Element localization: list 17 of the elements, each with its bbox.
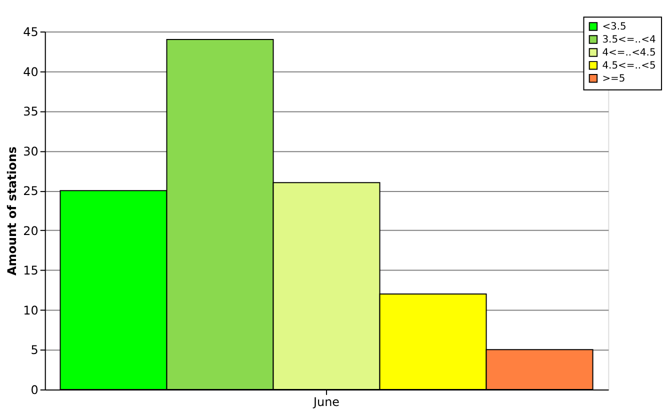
y-tick-label: 5 — [30, 343, 38, 358]
y-tick-label: 45 — [23, 25, 38, 40]
y-tick-label: 30 — [23, 144, 38, 158]
y-tick-label: 20 — [23, 224, 38, 238]
legend-label: 3.5<=..<4 — [602, 34, 656, 46]
legend-label: <3.5 — [602, 22, 626, 33]
y-tick-label: 25 — [23, 184, 38, 198]
y-tick-label: 15 — [23, 264, 38, 278]
legend-label: >=5 — [602, 73, 626, 84]
y-axis-title: Amount of stations — [5, 146, 20, 276]
x-tick-label: June — [312, 394, 340, 409]
y-tick-label: 0 — [30, 382, 38, 397]
legend-label: 4.5<=..<5 — [602, 60, 656, 72]
y-tick-label: 35 — [23, 104, 38, 119]
y-tick-label: 10 — [23, 303, 38, 318]
legend-label: 4<=..<4.5 — [602, 47, 656, 58]
y-tick-label: 40 — [23, 64, 38, 79]
